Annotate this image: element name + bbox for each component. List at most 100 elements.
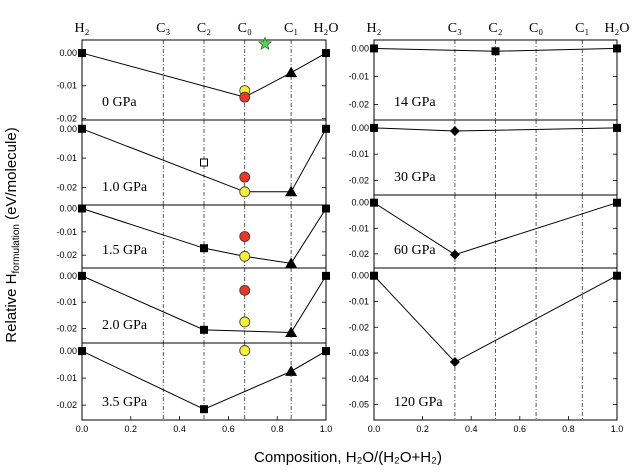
data-point-triangle	[285, 66, 298, 78]
top-label-right-0: H₂	[367, 21, 382, 36]
x-tick-label-left: 1.0	[320, 424, 333, 434]
top-label-left-3: C₀	[238, 21, 252, 36]
x-tick-label-left: 0.2	[125, 424, 138, 434]
top-label-right-2: C₂	[488, 21, 502, 36]
top-label-left-5: H₂O	[313, 21, 338, 36]
x-axis-left: 0.0 0.2 0.4 0.6 0.8 1.0	[76, 416, 333, 434]
y-tick-label: -0.02	[56, 113, 77, 123]
panel-right-1: 0.00 -0.01 -0.02 30 GPa	[348, 119, 621, 196]
data-point-square	[613, 198, 621, 207]
data-point-square	[322, 204, 330, 213]
y-tick-label: -0.01	[56, 297, 77, 307]
data-point-square	[200, 325, 208, 334]
y-tick-label: -0.01	[348, 296, 369, 306]
data-point-circle-yellow	[239, 186, 251, 198]
data-point-circle-red	[239, 171, 251, 183]
panel-right-0: 0.00 -0.01 -0.02 14 GPa	[348, 39, 621, 121]
x-tick-label-right: 0.2	[416, 424, 429, 434]
panel-left-2: 0.00 -0.01 -0.02 1.5 GPa	[56, 204, 330, 269]
data-point-diamond	[449, 357, 460, 368]
data-point-square	[200, 244, 208, 253]
series-line-0	[81, 350, 327, 410]
y-tick-label: -0.01	[348, 223, 369, 233]
panel-frame	[81, 342, 327, 421]
y-tick-label: 0.00	[351, 198, 369, 208]
panel-left-1: 0.00 -0.01 -0.02 1.0 GPa	[56, 119, 330, 206]
x-axis-right: 0.0 0.2 0.4 0.6 0.8 1.0	[368, 416, 624, 434]
y-tick-label: -0.05	[348, 400, 369, 410]
data-point-square	[491, 47, 500, 56]
top-label-left-4: C₁	[284, 21, 298, 36]
data-point-open-square	[200, 158, 208, 167]
y-tick-label: 0.00	[59, 346, 77, 356]
pressure-label: 1.5 GPa	[102, 243, 148, 258]
y-tick-label: 0.00	[59, 204, 77, 214]
pressure-label: 30 GPa	[394, 170, 436, 185]
y-tick-label: 0.00	[59, 48, 77, 58]
y-axis-label-suffix: (eV/molecule)	[3, 127, 20, 224]
top-label-right-4: C₁	[575, 21, 589, 36]
y-tick-label: -0.01	[56, 373, 77, 383]
x-tick-label-left: 0.0	[76, 424, 89, 434]
data-point-circle-yellow	[239, 345, 251, 356]
pressure-label: 120 GPa	[394, 395, 443, 410]
panel-left-0: 0.00 -0.01 -0.02 0 GPa	[56, 36, 330, 123]
y-axis-label: Relative Hformulation (eV/molecule)	[3, 127, 22, 342]
panel-right-3: 0.00 -0.01 -0.02 -0.03 -0.04 -0.05 120 GPa	[348, 267, 621, 421]
pressure-label: 3.5 GPa	[102, 395, 148, 410]
y-tick-label: -0.02	[56, 400, 77, 410]
panel-right-2: 0.00 -0.01 -0.02 60 GPa	[348, 194, 621, 269]
y-tick-label: 0.00	[59, 271, 77, 281]
data-point-square	[613, 271, 621, 280]
data-point-square	[78, 124, 86, 133]
x-tick-label-left: 0.4	[173, 424, 186, 434]
data-point-square	[370, 123, 378, 132]
y-tick-label: -0.04	[348, 374, 369, 384]
x-tick-label-right: 1.0	[611, 424, 624, 434]
y-tick-label: -0.02	[56, 250, 77, 260]
data-point-square	[78, 271, 86, 280]
data-point-square	[613, 44, 621, 53]
x-tick-label-left: 0.8	[271, 424, 284, 434]
pressure-label: 1.0 GPa	[102, 180, 148, 195]
x-tick-label-right: 0.8	[562, 424, 575, 434]
top-label-left-2: C₂	[197, 21, 211, 36]
x-tick-label-left: 0.6	[222, 424, 235, 434]
data-point-square	[200, 405, 208, 414]
y-tick-label: -0.02	[348, 100, 369, 110]
top-composition-labels-right: H₂ C₃ C₂ C₀ C₁ H₂O	[367, 21, 630, 36]
y-axis-label-subscript: formulation	[11, 224, 22, 273]
y-tick-label: -0.03	[348, 348, 369, 358]
pressure-label: 14 GPa	[394, 95, 436, 110]
y-tick-label: 0.00	[351, 43, 369, 53]
data-point-circle-red	[239, 284, 251, 296]
data-point-square	[370, 271, 378, 280]
y-tick-label: -0.01	[56, 81, 77, 91]
data-point-triangle	[285, 185, 298, 197]
data-point-square	[322, 271, 330, 280]
panel-left-4: 0.00 -0.01 -0.02 3.5 GPa	[56, 342, 330, 421]
series-line-0	[81, 128, 327, 193]
top-composition-labels-left: H₂ C₃ C₂ C₀ C₁ H₂O	[75, 21, 339, 36]
x-tick-label-right: 0.6	[514, 424, 527, 434]
data-point-circle-yellow	[239, 250, 251, 262]
panel-left-3: 0.00 -0.01 -0.02 2.0 GPa	[56, 267, 330, 344]
series-line-0	[81, 52, 327, 98]
data-point-square	[370, 44, 378, 53]
data-point-diamond	[449, 126, 460, 137]
data-point-square	[78, 204, 86, 213]
panels: 0.00 -0.01 -0.02 0 GPa 0.00 -0.01 -0.02 1.0 GPa…	[56, 36, 621, 421]
y-tick-label: -0.01	[56, 227, 77, 237]
y-tick-label: -0.01	[348, 149, 369, 159]
data-point-triangle	[285, 365, 298, 376]
data-point-triangle	[285, 257, 298, 268]
data-point-triangle	[285, 326, 298, 337]
top-label-right-5: H₂O	[604, 21, 629, 36]
top-label-right-1: C₃	[448, 21, 462, 36]
series-line-0	[81, 275, 327, 333]
data-point-square	[78, 347, 86, 356]
data-point-circle-red	[239, 91, 251, 103]
data-point-square	[322, 124, 330, 133]
y-tick-label: -0.02	[56, 182, 77, 192]
